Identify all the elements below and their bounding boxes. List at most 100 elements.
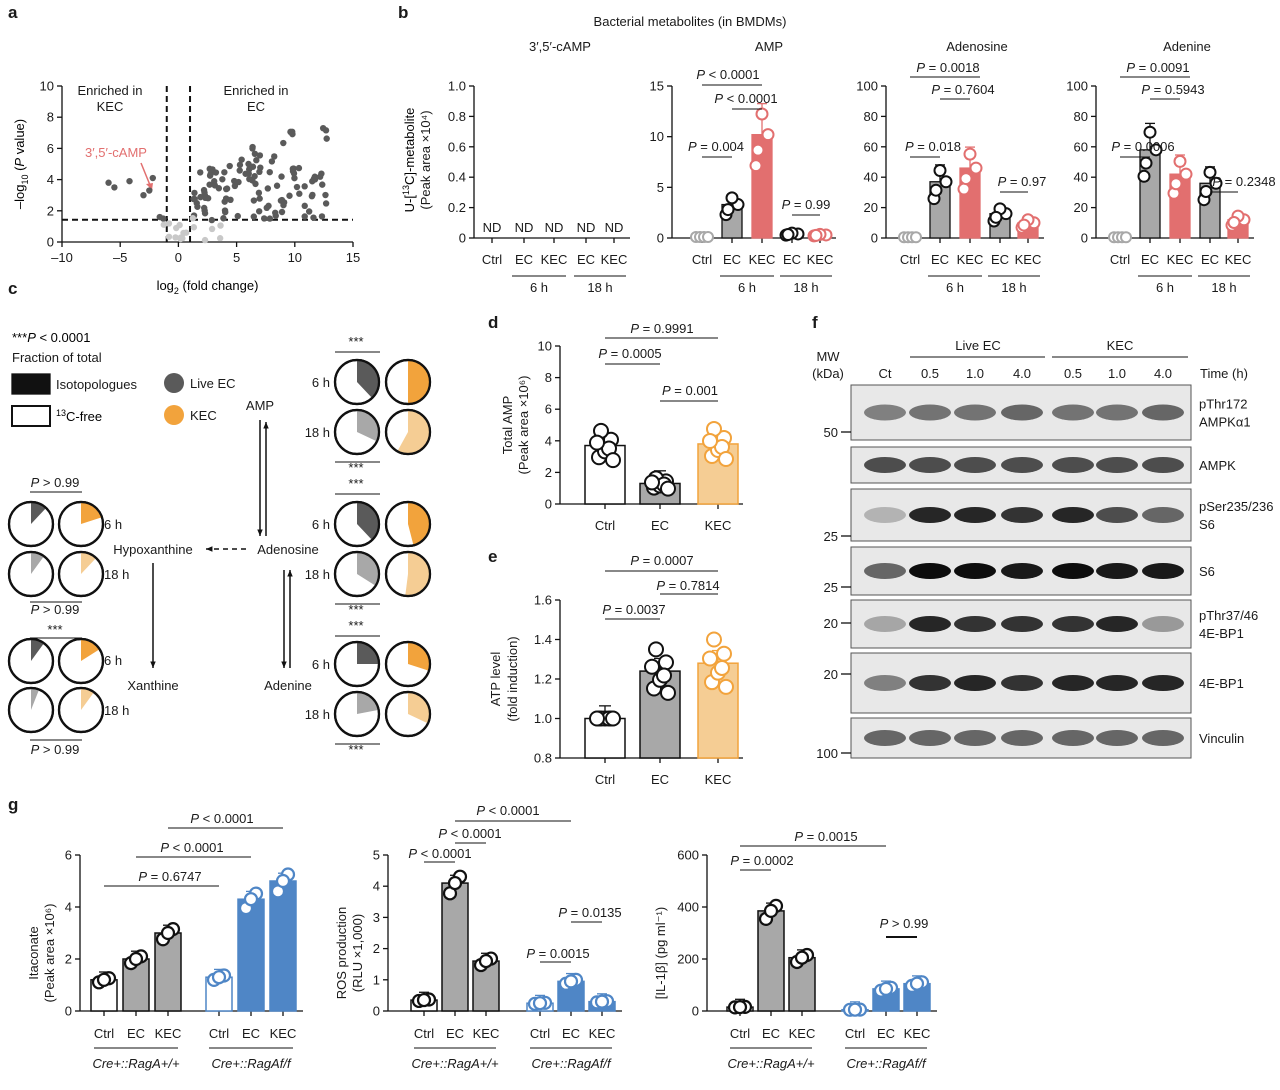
p-symbol: P [630,553,639,568]
p-value: P < 0.0001 [408,846,471,861]
x-tick-label: 10 [288,250,302,265]
volcano-point [255,189,263,197]
time-label: 6 h [104,517,122,532]
x-tick-label: EC [127,1026,145,1041]
data-point [1227,215,1241,229]
p-text: = 0.0002 [739,853,794,868]
blot-band [1096,616,1138,632]
y-tick-label: 0.4 [448,170,466,185]
blot-band [864,730,906,746]
pie-outline [333,500,381,548]
blot-band [1052,730,1094,746]
volcano-point-nonsig [165,233,173,240]
p-value: P = 0.5943 [1141,82,1204,97]
panel-letter: f [812,313,818,332]
data-point [749,159,763,173]
label-enriched-kec: KEC [97,99,124,114]
y-tick-label: 100 [1066,79,1088,94]
data-point [957,182,971,196]
subplot-title: AMP [755,39,783,54]
sig-stars: *** [348,602,363,617]
y-tick-label: 10 [538,339,552,354]
volcano-point [318,213,326,220]
blot-label: pSer235/236 [1199,499,1273,514]
lane-time: 0.5 [921,366,939,381]
volcano-point [231,182,239,190]
label-enriched-kec: Enriched in [77,83,142,98]
y-tick-label: 4 [47,172,54,187]
volcano-point-nonsig [190,224,198,231]
x-tick-label: KEC [155,1026,182,1041]
ylabel-rest: C]-metabolite [402,108,417,185]
blot-band [864,457,906,473]
panel-e-ylabel2: (fold induction) [505,636,520,721]
data-point [1209,176,1223,190]
arrowhead [263,422,269,429]
arrowhead [287,570,293,577]
p-value: P = 0.0091 [1126,60,1189,75]
blot-band [1052,616,1094,632]
x-tick-label: KEC [601,252,628,267]
blot-band [1142,675,1184,691]
y-tick-label: 1.4 [534,632,552,647]
x-tick-label: EC [877,1026,895,1041]
p-text: = 0.0091 [1135,60,1190,75]
volcano-point-nonsig [216,235,224,242]
pie-slice [31,552,44,574]
group-wt-label: Cre+::RagA+/+ [411,1056,498,1071]
p-symbol: P [1141,82,1150,97]
y-tick-label: 6 [545,402,552,417]
blot-band [864,507,906,523]
lane-ct: Ct [879,366,892,381]
p-text: < 0.0001 [447,826,502,841]
time-label: 6 h [1156,280,1174,295]
data-point [532,996,548,1011]
volcano-point [212,169,220,176]
volcano-point [197,169,204,176]
x-tick-label: KEC [904,1026,931,1041]
sig-stars: *** [348,460,363,475]
y-tick-label: 80 [864,109,878,124]
volcano-point [221,169,228,176]
ylabel-pre: –log [12,185,27,210]
p-symbol: P [31,742,40,757]
data-point [721,203,735,217]
mw-mark: 20 [824,667,838,682]
y-tick-label: 100 [856,79,878,94]
volcano-point [322,191,329,199]
time-label: 18 h [587,280,612,295]
blot-band [909,616,951,632]
blot-band [1001,507,1043,523]
data-point [660,684,676,701]
camp-annotation: 3′,5′-cAMP [85,145,147,160]
time-label: 6 h [104,653,122,668]
legend-swatch-isotopologues [11,373,51,395]
y-tick-label: 60 [864,139,878,154]
x-tick-label: Ctrl [595,518,615,533]
pie-outline [384,500,432,548]
sig-stars: *** [12,330,27,345]
y-axis-label: –log10 (P value) [12,119,30,209]
mw-mark: 25 [824,529,838,544]
nd-label: ND [605,220,624,235]
time-label: Time (h) [1200,366,1248,381]
x-tick-label: Ctrl [482,252,502,267]
pie-outline [384,690,432,738]
volcano-point [287,128,294,136]
data-point [644,474,660,491]
mw-mark: 100 [816,746,838,761]
x-tick-label: Ctrl [595,772,615,787]
volcano-point [268,158,276,165]
sig-legend: ***P < 0.0001 [12,330,90,345]
lane-time: 0.5 [1064,366,1082,381]
blot-band [909,675,951,691]
legend-kec-dot [164,405,184,425]
blot-band [1142,507,1184,523]
volcano-point [201,210,209,217]
p-symbol: P [656,578,665,593]
x-tick-label: Ctrl [730,1026,750,1041]
y-tick-label: 0 [657,231,664,246]
pie-outline [384,408,432,456]
blot-band [954,616,996,632]
panel-b-ylabel: U-[13C]-metabolite [401,108,417,213]
